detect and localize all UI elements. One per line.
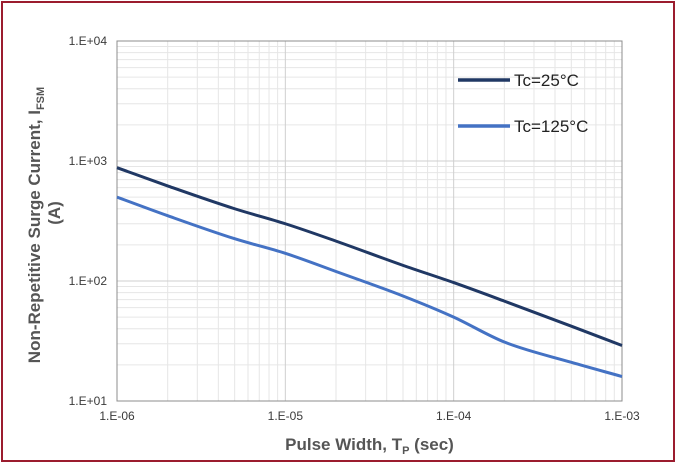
legend-label: Tc=125°C	[514, 117, 588, 136]
x-axis-title-subscript: P	[402, 445, 409, 457]
y-axis-title-main: Non-Repetitive Surge Current, I	[25, 110, 44, 363]
x-tick-label: 1.E-06	[99, 409, 135, 423]
y-axis-title-line2: (A)	[45, 201, 64, 225]
y-tick-label: 1.E+02	[69, 274, 108, 288]
plot-area	[116, 40, 623, 402]
y-tick-label: 1.E+03	[69, 154, 108, 168]
legend: Tc=25°C Tc=125°C	[458, 71, 588, 136]
x-axis-title: Pulse Width, TP (sec)	[285, 435, 454, 457]
y-tick-label: 1.E+04	[69, 34, 108, 48]
x-tick-labels: 1.E-06 1.E-05 1.E-04 1.E-03	[99, 409, 640, 423]
y-tick-labels: 1.E+01 1.E+02 1.E+03 1.E+04	[69, 34, 108, 408]
chart-frame	[1, 1, 675, 462]
legend-label: Tc=25°C	[514, 71, 579, 90]
series-line-tc-25c	[116, 166, 623, 347]
y-axis-title: Non-Repetitive Surge Current, IFSM (A)	[25, 87, 64, 363]
x-axis-title-main: Pulse Width, T	[285, 435, 403, 454]
y-axis-title-line1: Non-Repetitive Surge Current, IFSM	[25, 87, 47, 363]
x-tick-label: 1.E-05	[268, 409, 304, 423]
x-tick-label: 1.E-04	[436, 409, 472, 423]
x-tick-label: 1.E-03	[604, 409, 640, 423]
y-axis-title-subscript: FSM	[35, 87, 47, 110]
plot-border	[116, 40, 623, 402]
y-tick-label: 1.E+01	[69, 394, 108, 408]
x-axis-title-suffix: (sec)	[409, 435, 453, 454]
series-line-tc-125c	[116, 195, 623, 378]
series-layer	[116, 166, 623, 378]
minor-gridlines	[117, 41, 622, 401]
